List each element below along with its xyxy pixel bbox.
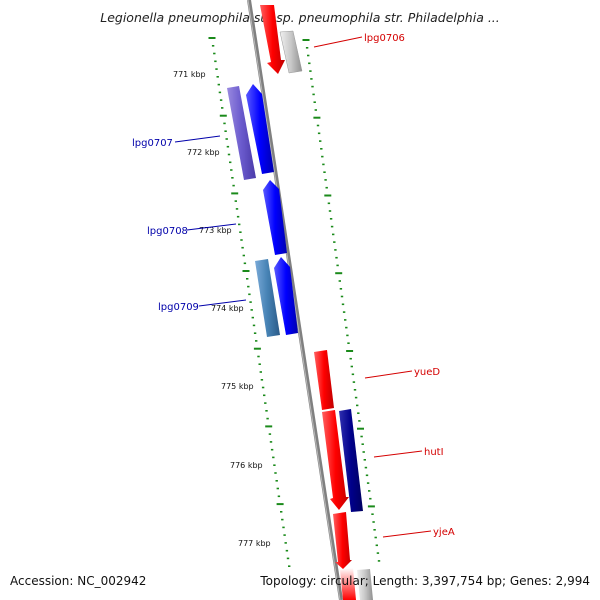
kbp-label-775: 775 kbp [221,382,254,391]
topology-text: Topology: circular; Length: 3,397,754 bp… [260,574,590,588]
right-tick-track [302,39,381,562]
gene-label-lpg0709[interactable]: lpg0709 [158,302,199,313]
leader-line-yjeA [382,530,432,538]
gene-arrow-lpg0708[interactable] [263,180,287,255]
kbp-label-777: 777 kbp [238,539,271,548]
kbp-label-773: 773 kbp [199,226,232,235]
kbp-label-774: 774 kbp [211,304,244,313]
gene-arrow-yjeA[interactable] [333,512,352,569]
cog-feature-lpg0707[interactable] [227,86,256,180]
gene-features [246,5,356,600]
leader-line-hutI [373,450,423,458]
cog-feature-lpg0706[interactable] [279,30,303,74]
gene-arrow-hutI[interactable] [322,410,349,510]
gene-label-hutI[interactable]: hutI [424,447,444,458]
gene-label-yjeA[interactable]: yjeA [433,527,455,538]
leader-line-lpg0707 [174,135,221,143]
gene-arrow-next[interactable] [340,568,356,600]
cog-features [227,30,373,600]
cog-feature-yjeA[interactable] [357,569,373,600]
gene-arrow-lpg0707[interactable] [246,84,274,174]
label-leaders [174,36,432,538]
gene-label-yueD[interactable]: yueD [414,367,440,378]
gene-arrow-lpg0709[interactable] [274,257,298,335]
kbp-label-771: 771 kbp [173,70,206,79]
cog-feature-hutI[interactable] [339,409,363,512]
gene-label-lpg0708[interactable]: lpg0708 [147,226,188,237]
kbp-label-776: 776 kbp [230,461,263,470]
genome-title: Legionella pneumophila subsp. pneumophil… [100,10,500,25]
accession-text: Accession: NC_002942 [10,574,147,588]
gene-labels: lpg0706 lpg0707 lpg0708 lpg0709 yueD hut… [132,33,455,538]
leader-line-lpg0709 [198,299,247,307]
leader-line-yueD [364,370,413,379]
kbp-scale: 771 kbp 772 kbp 773 kbp 774 kbp 775 kbp … [173,70,271,548]
kbp-label-772: 772 kbp [187,148,220,157]
leader-line-lpg0706 [313,36,363,48]
cog-feature-lpg0709[interactable] [255,259,280,337]
gene-arrow-yueD[interactable] [314,350,334,410]
gene-arrow-lpg0706[interactable] [260,5,285,74]
genome-backbone [247,0,343,600]
leader-line-lpg0708 [186,223,237,231]
left-tick-track [208,37,291,568]
gene-label-lpg0706[interactable]: lpg0706 [364,33,405,44]
gene-label-lpg0707[interactable]: lpg0707 [132,138,173,149]
